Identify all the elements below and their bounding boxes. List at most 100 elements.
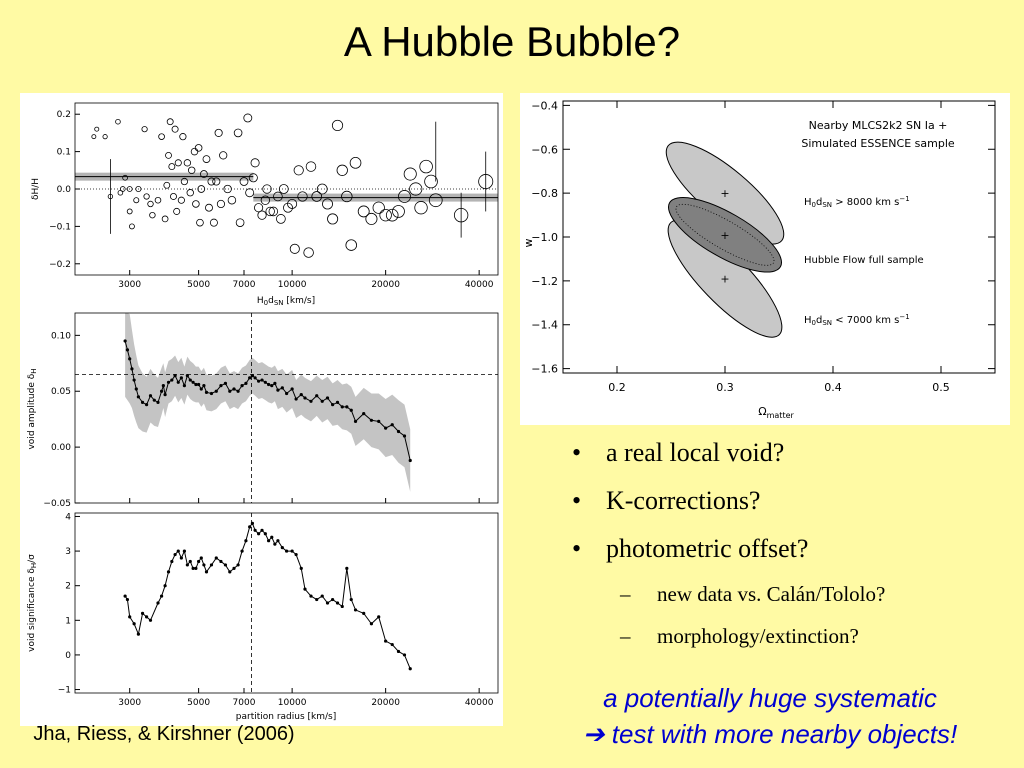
series-point [204,570,209,574]
series-point [345,566,349,570]
series-point [331,597,335,602]
data-point [168,163,176,171]
data-point [183,159,192,167]
series-point [315,394,319,398]
series-point [325,601,330,605]
x-tick-label: 7000 [233,698,256,708]
data-point [248,173,258,183]
data-point [115,118,121,125]
data-point [174,159,182,167]
data-point [187,166,196,175]
void-significance-plot: −1 0 1 2 3 4 3000 5000 7000 10000 20000 40000 void … [27,512,499,722]
series-point [402,653,407,657]
data-point [287,198,298,209]
series-point [303,396,307,400]
series-point [244,381,248,386]
series-point [267,382,271,387]
center-marker: + [720,229,729,242]
series-point [250,373,255,378]
data-point [257,210,267,220]
series-point [223,563,228,567]
data-point [194,144,203,152]
series-point [228,570,232,574]
series-point [273,381,277,386]
data-point [192,200,200,208]
data-point [336,164,348,176]
series-point [345,405,349,409]
w-omega-figure-svg: −0.4 −0.6 −0.8 −1.0 −1.2 −1.4 −1.6 0.2 0.3 0.4 0.5… [522,99,996,420]
x-tick-label: 3000 [118,280,141,290]
data-point [385,208,399,222]
series-point [136,632,141,636]
series-point [236,563,240,567]
series-point [140,400,145,405]
series-point [182,384,187,388]
y-tick-label: 4 [65,512,71,522]
y-tick-label: 0.10 [51,331,71,341]
p3-ylabel: void significance δH/σ [27,554,38,652]
data-point [233,128,243,138]
series-point [396,649,401,654]
series-point [390,423,394,427]
series-point [299,566,303,570]
data-point [154,196,162,204]
series-point [194,382,198,387]
series-point [270,384,274,388]
series-point [191,380,195,384]
y-tick-label: 0 [65,651,71,661]
data-point [250,158,260,168]
data-point [128,223,135,230]
series-point [309,594,313,598]
data-point [316,183,328,195]
y-tick-label: 0.05 [51,387,71,397]
series-point [136,395,141,399]
data-point [424,174,438,189]
p1-ylabel: δH/H [31,178,41,200]
x-tick-label: 20000 [371,698,400,708]
data-point [262,184,272,194]
x-tick-label: 40000 [465,698,494,708]
series-point [125,597,130,602]
series-point [280,386,284,390]
series-point [384,426,388,430]
series-point [232,387,236,391]
series-point [240,384,244,388]
series-point [331,403,335,407]
data-point [331,119,344,132]
p3-xlabel: partition radius [km/s] [236,712,336,722]
hubble-residual-plot: −0.2 −0.1 0.0 0.1 0.2 3000 5000 7000 10000 20000 4… [31,102,499,307]
series-point [369,622,374,626]
series-point [185,563,189,567]
x-tick-label: 10000 [278,698,307,708]
data-point [414,201,428,215]
x-tick-label: 10000 [278,280,307,290]
data-point [91,134,97,140]
y-tick-label: −1.2 [531,275,558,288]
series-point [179,376,183,380]
data-point [209,218,218,227]
data-point [177,196,185,204]
series-point [384,639,388,643]
data-point [179,133,187,141]
series-point [128,615,132,619]
series-point [353,608,358,612]
series-point [144,403,149,407]
series-point [134,387,138,391]
data-point [428,193,443,208]
series-point [156,601,160,605]
data-point [170,193,177,200]
y-tick-label: 2 [65,582,71,592]
y-tick-label: −1.6 [531,363,558,376]
series-point [202,563,206,567]
p4-ylabel: w [522,239,535,248]
series-point [267,539,271,543]
series-point [194,566,198,570]
data-point [303,247,314,258]
data-point [197,185,206,193]
data-point [372,201,385,214]
series-point [132,622,136,626]
data-point [158,133,165,140]
series-point [176,380,180,384]
series-point [214,556,218,560]
sub-bullet-text: new data vs. Calán/Tololo? [657,582,886,606]
